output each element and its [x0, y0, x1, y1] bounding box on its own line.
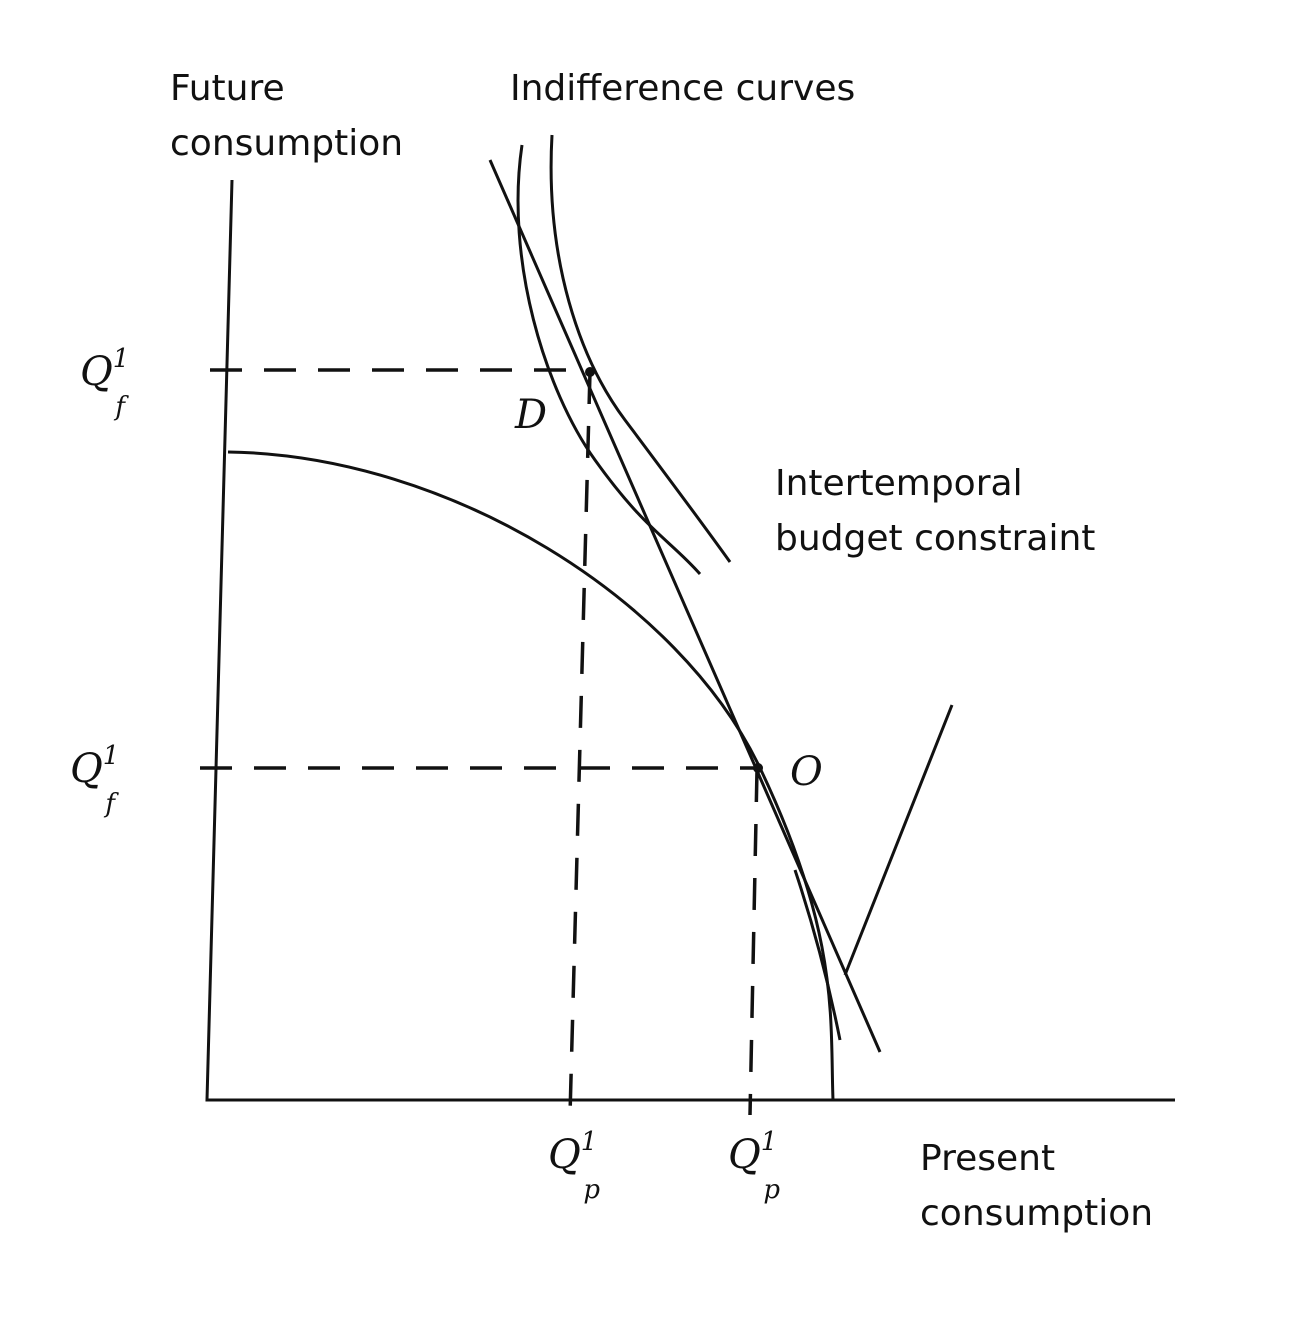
curve-label: Intertemporal: [775, 463, 1023, 504]
y-axis-label: Future: [170, 68, 285, 109]
axis-mark-base: Q: [728, 1132, 761, 1178]
axis-mark-label: Q1 f: [70, 741, 119, 819]
y-axis-label: consumption: [170, 123, 403, 164]
axis-marks: Q1 fQ1 fQ1 pQ1 p: [70, 344, 780, 1205]
production-frontier: [227, 450, 835, 1101]
budget-line: [488, 159, 882, 1053]
axis-mark-label: Q1 p: [728, 1127, 780, 1205]
axis-mark-sub: p: [763, 1175, 780, 1205]
axis-mark-sub: f: [113, 392, 129, 422]
x-axis-label: Present: [920, 1138, 1055, 1179]
axis-mark-sub: f: [103, 789, 119, 819]
guide-line: [568, 371, 592, 1116]
axis-mark-base: Q: [80, 349, 113, 395]
leader-line: [843, 704, 954, 976]
axis-mark-sup: 1: [113, 344, 130, 374]
guide-line: [748, 769, 759, 1116]
indifference-curve: [793, 869, 842, 1041]
indifference-curve: [516, 144, 702, 575]
axis-mark-sup: 1: [103, 741, 120, 771]
axis-mark-base: Q: [70, 746, 103, 792]
axes: [205, 179, 1175, 1102]
curve-label: budget constraint: [775, 518, 1095, 559]
point: [753, 763, 763, 773]
axis-mark-base: Q: [548, 1132, 581, 1178]
axis-mark-sup: 1: [761, 1127, 778, 1157]
axis-mark-label: Q1 f: [80, 344, 129, 422]
point: [585, 367, 595, 377]
point-label: D: [514, 392, 547, 438]
axis-mark-sup: 1: [581, 1127, 598, 1157]
axis-mark-sub: p: [583, 1175, 600, 1205]
x-axis-label: consumption: [920, 1193, 1153, 1234]
axis-mark-label: Q1 p: [548, 1127, 600, 1205]
curve-label: Indifference curves: [510, 68, 855, 109]
point-label: O: [790, 749, 823, 795]
indifference-curve: [549, 134, 732, 563]
